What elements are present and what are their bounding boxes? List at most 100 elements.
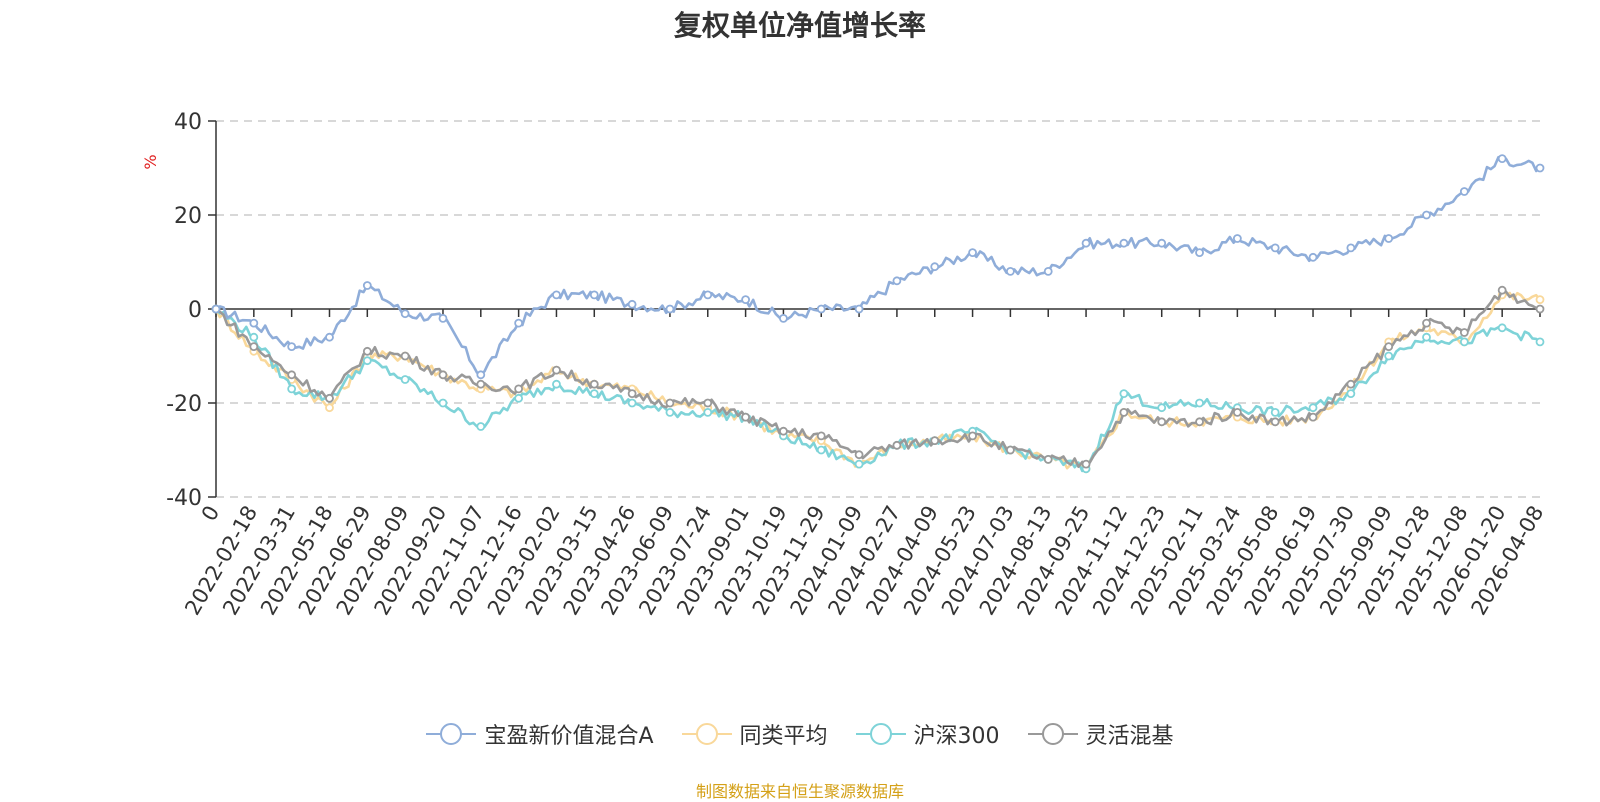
data-point[interactable]	[1346, 243, 1356, 253]
data-point[interactable]	[779, 313, 788, 323]
data-point[interactable]	[1535, 304, 1545, 314]
data-point[interactable]	[892, 276, 902, 286]
data-point[interactable]	[476, 379, 486, 389]
data-point[interactable]	[476, 422, 486, 431]
data-point[interactable]	[325, 403, 334, 413]
legend-item-flexible-mixed[interactable]: 灵活混基	[1027, 718, 1174, 750]
data-point[interactable]	[1384, 342, 1394, 352]
data-point[interactable]	[1232, 407, 1242, 417]
data-point[interactable]	[287, 342, 297, 352]
data-point[interactable]	[627, 299, 637, 309]
data-point[interactable]	[1043, 454, 1053, 464]
data-point[interactable]	[1232, 234, 1242, 243]
data-point[interactable]	[1308, 252, 1318, 262]
data-point[interactable]	[779, 426, 788, 436]
data-point[interactable]	[514, 384, 524, 394]
data-point[interactable]	[1157, 417, 1167, 427]
data-point[interactable]	[703, 398, 713, 408]
data-point[interactable]	[741, 412, 750, 422]
data-point[interactable]	[1119, 238, 1129, 248]
data-point[interactable]	[1308, 412, 1318, 422]
data-point[interactable]	[1422, 318, 1431, 328]
data-point[interactable]	[1422, 332, 1431, 342]
data-point[interactable]	[514, 318, 524, 328]
data-point[interactable]	[400, 351, 410, 361]
data-point[interactable]	[665, 398, 675, 408]
data-point[interactable]	[1497, 323, 1507, 333]
data-point[interactable]	[1119, 389, 1129, 399]
data-point[interactable]	[552, 379, 561, 389]
legend-item-baoying[interactable]: 宝盈新价值混合A	[426, 718, 654, 750]
data-point[interactable]	[665, 304, 675, 314]
data-point[interactable]	[703, 290, 713, 300]
data-point[interactable]	[362, 281, 372, 290]
data-point[interactable]	[325, 393, 334, 403]
data-point[interactable]	[1535, 295, 1545, 305]
data-point[interactable]	[325, 332, 334, 342]
data-point[interactable]	[1497, 154, 1507, 164]
data-point[interactable]	[589, 379, 599, 389]
data-point[interactable]	[1195, 417, 1204, 427]
data-point[interactable]	[1043, 266, 1053, 276]
data-point[interactable]	[854, 304, 864, 314]
data-point[interactable]	[854, 450, 864, 460]
data-point[interactable]	[287, 384, 297, 394]
data-point[interactable]	[589, 290, 599, 300]
data-point[interactable]	[1157, 238, 1167, 248]
data-point[interactable]	[627, 398, 637, 408]
data-point[interactable]	[968, 248, 977, 258]
data-point[interactable]	[741, 295, 750, 305]
data-point[interactable]	[476, 370, 486, 380]
data-point[interactable]	[400, 375, 410, 384]
data-point[interactable]	[1195, 398, 1204, 408]
data-point[interactable]	[1081, 238, 1091, 248]
data-point[interactable]	[1459, 328, 1469, 337]
data-point[interactable]	[1422, 210, 1431, 220]
data-point[interactable]	[1535, 163, 1545, 173]
data-point[interactable]	[1459, 337, 1469, 347]
data-point[interactable]	[1157, 403, 1167, 413]
data-point[interactable]	[816, 431, 826, 441]
data-point[interactable]	[627, 389, 637, 399]
data-point[interactable]	[665, 407, 675, 417]
data-point[interactable]	[211, 304, 221, 314]
data-point[interactable]	[1081, 459, 1091, 469]
data-point[interactable]	[816, 445, 826, 455]
data-point[interactable]	[438, 313, 448, 323]
data-point[interactable]	[1270, 407, 1280, 417]
data-point[interactable]	[249, 318, 259, 328]
data-point[interactable]	[438, 398, 448, 408]
data-point[interactable]	[930, 436, 940, 446]
data-point[interactable]	[1384, 234, 1394, 243]
data-point[interactable]	[1384, 351, 1394, 361]
data-point[interactable]	[968, 431, 977, 441]
data-point[interactable]	[362, 356, 372, 366]
data-point[interactable]	[1006, 266, 1015, 276]
data-point[interactable]	[400, 309, 410, 319]
data-point[interactable]	[892, 440, 902, 450]
data-point[interactable]	[438, 370, 448, 380]
data-point[interactable]	[1497, 285, 1507, 295]
data-point[interactable]	[1308, 403, 1318, 413]
data-point[interactable]	[1535, 337, 1545, 347]
data-point[interactable]	[1195, 248, 1204, 258]
data-point[interactable]	[552, 365, 561, 375]
data-point[interactable]	[589, 389, 599, 399]
data-point[interactable]	[514, 393, 524, 403]
data-point[interactable]	[1270, 417, 1280, 427]
data-point[interactable]	[1346, 389, 1356, 399]
data-point[interactable]	[249, 332, 259, 342]
data-point[interactable]	[249, 342, 259, 352]
data-point[interactable]	[1459, 187, 1469, 196]
data-point[interactable]	[1346, 379, 1356, 389]
data-point[interactable]	[816, 304, 826, 314]
legend-item-hs300[interactable]: 沪深300	[855, 718, 1000, 750]
data-point[interactable]	[1270, 243, 1280, 253]
data-point[interactable]	[1006, 445, 1015, 455]
data-point[interactable]	[287, 370, 297, 380]
data-point[interactable]	[362, 346, 372, 356]
legend-item-peer-average[interactable]: 同类平均	[681, 718, 828, 750]
data-point[interactable]	[1119, 407, 1129, 417]
data-point[interactable]	[703, 407, 713, 417]
data-point[interactable]	[930, 262, 940, 272]
